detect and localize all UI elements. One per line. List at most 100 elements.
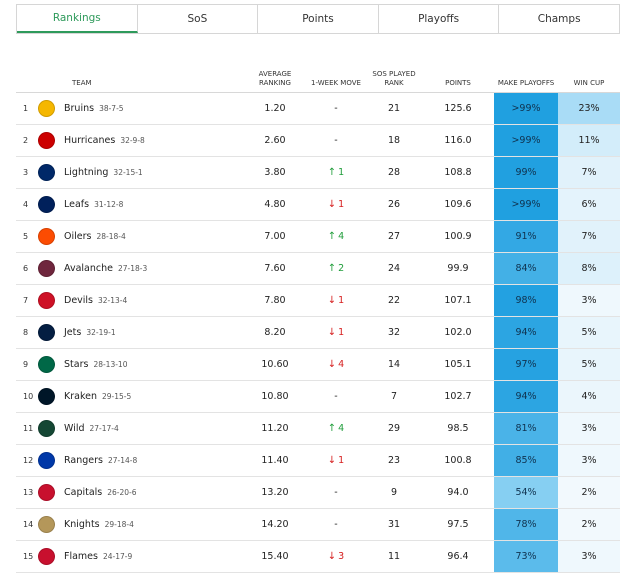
header-rank: [16, 58, 38, 93]
move-value: -: [334, 486, 338, 498]
table-row[interactable]: 4 Leafs 31-12-8 4.80 ↓ 1 26 109.6 >99% 6%: [16, 188, 620, 221]
team-cell: Jets 32-19-1: [38, 316, 244, 349]
team-name[interactable]: Oilers: [64, 230, 92, 242]
week-move-cell: ↓ 1: [306, 188, 366, 221]
header-team[interactable]: TEAM: [38, 58, 244, 93]
table-row[interactable]: 9 Stars 28-13-10 10.60 ↓ 4 14 105.1 97% 5%: [16, 348, 620, 381]
team-name[interactable]: Kraken: [64, 390, 97, 402]
team-logo-icon: [38, 323, 55, 341]
team-name[interactable]: Devils: [64, 294, 94, 306]
team-info: Oilers 28-18-4: [38, 227, 244, 245]
sos-played-rank-cell: 23: [366, 444, 422, 477]
make-playoffs-cell: 98%: [494, 284, 558, 317]
table-row[interactable]: 12 Rangers 27-14-8 11.40 ↓ 1 23 100.8 85% 3%: [16, 444, 620, 477]
header-points[interactable]: POINTS: [422, 58, 494, 93]
make-playoffs-cell: 94%: [494, 316, 558, 349]
make-playoffs-cell: 84%: [494, 252, 558, 285]
average-ranking-cell: 3.80: [244, 156, 306, 189]
team-logo-icon: [38, 227, 55, 245]
table-row[interactable]: 5 Oilers 28-18-4 7.00 ↑ 4 27 100.9 91% 7%: [16, 220, 620, 253]
table-row[interactable]: 13 Capitals 26-20-6 13.20 - 9 94.0 54% 2%: [16, 476, 620, 509]
week-move-cell: ↑ 2: [306, 252, 366, 285]
team-name[interactable]: Capitals: [64, 486, 103, 498]
points-cell: 97.5: [422, 508, 494, 541]
team-record: 28-13-10: [93, 359, 128, 369]
points-cell: 102.7: [422, 380, 494, 413]
win-cup-cell: 8%: [558, 252, 620, 285]
table-row[interactable]: 6 Avalanche 27-18-3 7.60 ↑ 2 24 99.9 84% 8%: [16, 252, 620, 285]
win-cup-cell: 23%: [558, 92, 620, 125]
header-week-move[interactable]: 1-WEEK MOVE: [306, 58, 366, 93]
table-row[interactable]: 10 Kraken 29-15-5 10.80 - 7 102.7 94% 4%: [16, 380, 620, 413]
team-name[interactable]: Lightning: [64, 166, 109, 178]
team-cell: Lightning 32-15-1: [38, 156, 244, 189]
table-row[interactable]: 15 Flames 24-17-9 15.40 ↓ 3 11 96.4 73% 3%: [16, 540, 620, 573]
team-logo-icon: [38, 387, 55, 405]
header-win-cup[interactable]: WIN CUP: [558, 58, 620, 93]
move-value: 2: [338, 262, 345, 274]
win-cup-cell: 3%: [558, 412, 620, 445]
team-cell: Hurricanes 32-9-8: [38, 124, 244, 157]
team-info: Capitals 26-20-6: [38, 483, 244, 501]
team-record: 38-7-5: [99, 103, 124, 113]
header-sos-played-rank[interactable]: SOS PLAYED RANK: [366, 58, 422, 93]
tab-playoffs[interactable]: Playoffs: [379, 5, 500, 33]
week-move-cell: -: [306, 380, 366, 413]
arrow-down-icon: ↓: [327, 358, 337, 370]
team-logo-icon: [38, 355, 55, 373]
table-row[interactable]: 3 Lightning 32-15-1 3.80 ↑ 1 28 108.8 99% 7%: [16, 156, 620, 189]
team-name[interactable]: Rangers: [64, 454, 103, 466]
team-info: Stars 28-13-10: [38, 355, 244, 373]
tab-rankings[interactable]: Rankings: [17, 5, 138, 33]
team-name[interactable]: Bruins: [64, 102, 95, 114]
table-row[interactable]: 7 Devils 32-13-4 7.80 ↓ 1 22 107.1 98% 3%: [16, 284, 620, 317]
average-ranking-cell: 1.20: [244, 92, 306, 125]
table-row[interactable]: 11 Wild 27-17-4 11.20 ↑ 4 29 98.5 81% 3%: [16, 412, 620, 445]
rank-cell: 4: [16, 188, 38, 221]
team-name[interactable]: Jets: [64, 326, 82, 338]
team-record: 31-12-8: [94, 199, 124, 209]
tab-champs[interactable]: Champs: [537, 13, 581, 25]
table-row[interactable]: 14 Knights 29-18-4 14.20 - 31 97.5 78% 2%: [16, 508, 620, 541]
sos-played-rank-cell: 21: [366, 92, 422, 125]
team-record: 29-15-5: [102, 391, 132, 401]
team-name[interactable]: Stars: [64, 358, 89, 370]
tab-sos[interactable]: SoS: [138, 5, 259, 33]
team-name[interactable]: Wild: [64, 422, 85, 434]
average-ranking-cell: 10.60: [244, 348, 306, 381]
team-name[interactable]: Hurricanes: [64, 134, 116, 146]
week-move-cell: ↑ 4: [306, 220, 366, 253]
move-indicator: ↑ 4: [328, 231, 344, 242]
table-row[interactable]: 8 Jets 32-19-1 8.20 ↓ 1 32 102.0 94% 5%: [16, 316, 620, 349]
average-ranking-cell: 11.40: [244, 444, 306, 477]
win-cup-cell: 3%: [558, 444, 620, 477]
team-record: 26-20-6: [107, 487, 137, 497]
team-name[interactable]: Flames: [64, 550, 98, 562]
team-cell: Flames 24-17-9: [38, 540, 244, 573]
header-make-playoffs[interactable]: MAKE PLAYOFFS: [494, 58, 558, 93]
arrow-up-icon: ↑: [327, 166, 337, 178]
tab-points[interactable]: Points: [258, 5, 379, 33]
move-indicator: ↓ 4: [328, 359, 344, 370]
table-row[interactable]: 1 Bruins 38-7-5 1.20 - 21 125.6 >99% 23%: [16, 92, 620, 125]
make-playoffs-cell: 78%: [494, 508, 558, 541]
average-ranking-cell: 4.80: [244, 188, 306, 221]
team-logo-icon: [38, 483, 55, 501]
rank-cell: 10: [16, 380, 38, 413]
sos-played-rank-cell: 18: [366, 124, 422, 157]
arrow-down-icon: ↓: [327, 326, 337, 338]
table-row[interactable]: 2 Hurricanes 32-9-8 2.60 - 18 116.0 >99% 11%: [16, 124, 620, 157]
move-value: 1: [338, 454, 345, 466]
average-ranking-cell: 7.60: [244, 252, 306, 285]
team-name[interactable]: Knights: [64, 518, 100, 530]
sos-played-rank-cell: 22: [366, 284, 422, 317]
team-name[interactable]: Leafs: [64, 198, 90, 210]
week-move-cell: ↓ 3: [306, 540, 366, 573]
sos-played-rank-cell: 9: [366, 476, 422, 509]
move-value: 4: [338, 358, 345, 370]
team-name[interactable]: Avalanche: [64, 262, 113, 274]
header-average-ranking[interactable]: AVERAGE RANKING: [244, 58, 306, 93]
team-info: Avalanche 27-18-3: [38, 259, 244, 277]
points-cell: 100.8: [422, 444, 494, 477]
average-ranking-cell: 8.20: [244, 316, 306, 349]
